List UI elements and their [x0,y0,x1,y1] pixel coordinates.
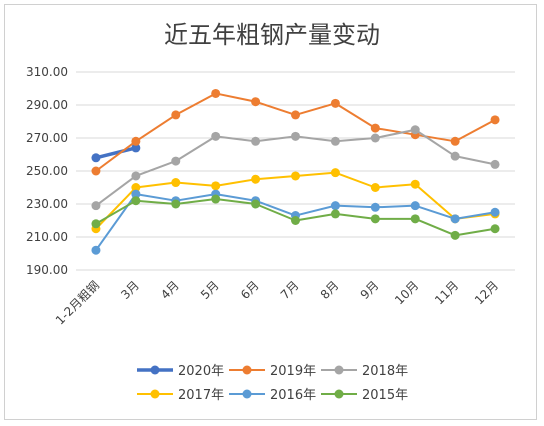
x-tick-label: 11月 [432,278,461,307]
data-point [410,201,420,211]
data-point [450,230,460,240]
data-point [171,199,181,209]
y-tick-label: 290.00 [26,98,68,112]
data-point [211,194,221,204]
legend-label: 2017年 [178,388,224,403]
data-point [131,196,141,206]
data-point [211,131,221,141]
data-point [291,110,300,120]
legend-item: 2019年 [229,364,316,379]
data-point [490,159,500,169]
legend-label: 2015年 [362,388,408,403]
data-point [450,214,460,224]
data-point [330,98,340,108]
legend-swatch-marker [150,389,160,399]
data-point [490,207,500,217]
series-1 [91,143,141,163]
data-point [171,178,181,188]
data-point [251,199,261,209]
x-tick-label: 5月 [198,278,222,302]
data-point [370,183,380,192]
x-tick-label: 4月 [158,278,182,302]
data-point [251,136,261,146]
data-point [251,97,261,107]
chart-title: 近五年粗钢产量变动 [164,21,380,49]
legend-label: 2020年 [178,364,224,379]
legend-swatch-marker [242,365,252,375]
data-point [410,179,420,189]
x-axis-ticks: 1-2月粗钢 3月 4月 5月 6月 7月 8月 9月 10月 11月 12月 [53,278,501,327]
y-tick-label: 230.00 [26,197,68,211]
data-point [211,181,221,191]
data-point [131,189,141,199]
legend-swatch-marker [242,389,252,399]
data-point [490,224,500,234]
x-tick-label: 7月 [278,278,302,302]
data-point [291,171,300,181]
data-point [211,88,221,98]
y-tick-label: 310.00 [26,65,68,79]
data-point [370,133,380,143]
data-point [370,123,380,133]
series-3 [91,125,500,211]
series-line [95,146,137,160]
legend-item: 2020年 [137,364,224,379]
data-point [171,110,181,120]
legend: 2020年 2019年 2018年 2017年 2016年 2015年 [137,364,408,403]
legend-swatch-marker [334,365,344,375]
series-5 [91,189,500,255]
data-point [91,219,101,229]
data-point [131,143,141,153]
data-point [410,214,420,224]
data-point [91,201,101,211]
data-point [171,156,181,166]
x-tick-label: 9月 [358,278,382,302]
data-point [410,125,420,135]
data-point [330,209,340,219]
data-point [450,136,460,146]
series-6 [91,194,500,240]
legend-item: 2017年 [137,388,224,403]
x-tick-label: 1-2月粗钢 [53,278,102,327]
x-tick-label: 12月 [472,278,501,307]
data-point [370,214,380,224]
data-point [370,202,380,212]
data-point [131,136,141,146]
legend-swatch-marker [334,389,344,399]
data-point [330,168,340,178]
legend-label: 2016年 [270,388,316,403]
y-tick-label: 210.00 [26,230,68,244]
legend-label: 2019年 [270,364,316,379]
y-tick-label: 190.00 [26,263,68,277]
data-point [291,131,300,141]
data-point [450,151,460,161]
series-lines [91,88,500,255]
series-line [95,128,496,207]
data-point [131,183,141,192]
y-tick-label: 250.00 [26,164,68,178]
data-point [291,216,300,225]
data-point [330,136,340,146]
x-tick-label: 6月 [238,278,262,302]
data-point [91,153,101,163]
legend-item: 2015年 [321,388,408,403]
x-tick-label: 10月 [392,278,421,307]
y-axis-ticks: 190.00 210.00 230.00 250.00 270.00 290.00 310.… [26,65,68,277]
data-point [490,115,500,125]
y-tick-label: 270.00 [26,131,68,145]
data-point [91,166,101,176]
legend-label: 2018年 [362,364,408,379]
x-tick-label: 8月 [318,278,342,302]
legend-item: 2016年 [229,388,316,403]
data-point [330,201,340,211]
data-point [131,171,141,181]
data-point [251,174,261,184]
legend-item: 2018年 [321,364,408,379]
grid-lines [76,71,515,271]
data-point [91,245,101,255]
legend-swatch-marker [150,365,160,375]
x-tick-label: 3月 [118,278,142,302]
